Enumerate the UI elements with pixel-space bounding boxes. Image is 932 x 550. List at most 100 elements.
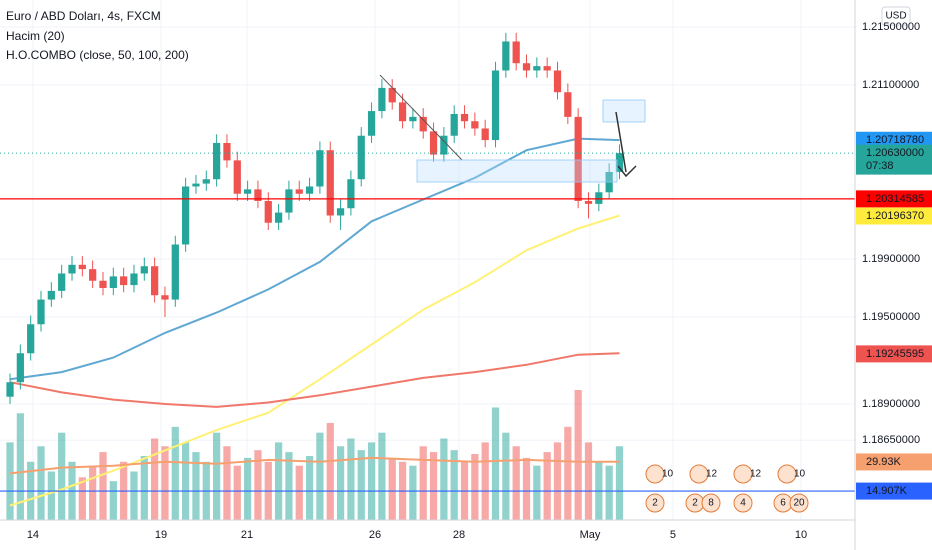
volume-bar	[140, 455, 148, 520]
candle-body	[202, 179, 210, 184]
price-tag	[856, 190, 932, 208]
legend-indicator: H.O.COMBO (close, 50, 100, 200)	[6, 48, 189, 62]
volume-bar	[316, 432, 324, 520]
volume-bar	[274, 442, 283, 520]
ma-line	[9, 214, 620, 507]
y-tick-label: 1.19500000	[862, 311, 920, 323]
volume-bar	[553, 442, 562, 520]
price-tag-label: 1.20718780	[866, 134, 924, 146]
volume-bar	[440, 438, 448, 520]
volume-bar	[491, 407, 500, 520]
price-tag-label: 14.907K	[866, 485, 908, 497]
event-icon	[645, 464, 665, 484]
volume-bar	[522, 457, 531, 520]
volume-bar	[615, 446, 624, 520]
event-count: 12	[706, 469, 718, 480]
volume-bar	[305, 455, 314, 520]
arrow	[615, 111, 637, 178]
volume-bar	[502, 432, 510, 520]
volume-bar	[233, 465, 241, 520]
candle-body	[254, 189, 262, 201]
volume-bar	[584, 442, 593, 520]
volume-bar	[89, 465, 97, 520]
x-tick-label: 19	[155, 529, 167, 541]
volume-bar	[6, 442, 14, 520]
volume-bar	[429, 452, 438, 520]
volume-bar	[99, 452, 107, 520]
candle-body	[223, 142, 231, 161]
candle-body	[491, 70, 500, 141]
candle-body	[274, 212, 283, 223]
candle-body	[388, 87, 396, 103]
candle-body	[419, 116, 427, 132]
price-tag	[856, 144, 932, 175]
event-count: 6	[780, 498, 786, 509]
candle-body	[595, 192, 603, 204]
candle-body	[347, 179, 355, 209]
zone-box	[416, 159, 618, 183]
volume-bar	[378, 432, 386, 520]
x-tick-label: May	[580, 529, 601, 541]
currency[interactable]: USD	[885, 11, 906, 22]
candle-body	[243, 189, 252, 194]
candle-body	[6, 382, 14, 397]
candle-body	[182, 186, 190, 245]
volume-bar	[471, 454, 479, 520]
volume-ma-line	[9, 456, 620, 475]
event-count: 2	[652, 498, 658, 509]
event-icon	[689, 464, 709, 484]
volume-bar	[78, 477, 86, 520]
currency-box[interactable]	[881, 6, 911, 26]
volume-bar	[605, 465, 613, 520]
ma-line	[9, 137, 620, 381]
drawings	[379, 74, 646, 183]
candle-body	[140, 266, 148, 274]
candle-body	[553, 70, 562, 93]
volume-bar	[213, 432, 221, 520]
candle-body	[378, 87, 386, 112]
candle-body	[130, 273, 138, 286]
candle-body	[109, 276, 117, 288]
candle-body	[58, 273, 66, 291]
candle-body	[285, 189, 293, 213]
candle-body	[305, 186, 314, 194]
volume-bar	[564, 426, 572, 520]
candle-body	[502, 41, 510, 71]
x-tick-label: 28	[453, 529, 465, 541]
price-tag-label: 1.20630000	[866, 147, 924, 159]
candle-body	[564, 92, 572, 117]
event-icon	[733, 464, 753, 484]
candle-body	[171, 244, 179, 300]
price-tag	[856, 345, 932, 363]
price-tag	[856, 207, 932, 225]
candle-body	[192, 183, 200, 187]
y-tick-label: 1.19900000	[862, 253, 920, 265]
volume-bar	[419, 446, 427, 520]
candle-body	[295, 189, 303, 194]
candle-body	[574, 116, 582, 201]
volume-bar	[161, 446, 169, 520]
event-icon	[645, 493, 665, 513]
volume-bar	[192, 452, 200, 520]
candle-body	[47, 290, 55, 300]
volume-bar	[481, 442, 489, 520]
candle-body	[326, 150, 334, 216]
volume-bar	[336, 446, 345, 520]
zone-box	[602, 99, 646, 123]
event-icon	[777, 464, 797, 484]
candle-body	[213, 142, 221, 180]
volume-bar	[295, 465, 303, 520]
candle-body	[316, 150, 324, 187]
volume-bar	[367, 442, 376, 520]
event-icon	[733, 493, 753, 513]
price-tag-label: 1.20314585	[866, 193, 924, 205]
candle-body	[264, 200, 272, 223]
price-tag-label: 1.19245595	[866, 348, 924, 360]
event-count: 4	[740, 498, 746, 509]
price-tag	[856, 131, 932, 149]
countdown: 07:38	[866, 160, 894, 172]
volume-bar	[37, 446, 45, 520]
volume-bar	[574, 390, 582, 520]
volume-bar	[357, 450, 365, 520]
legend: Euro / ABD Doları, 4s, FXCM Hacim (20) H…	[6, 9, 189, 62]
